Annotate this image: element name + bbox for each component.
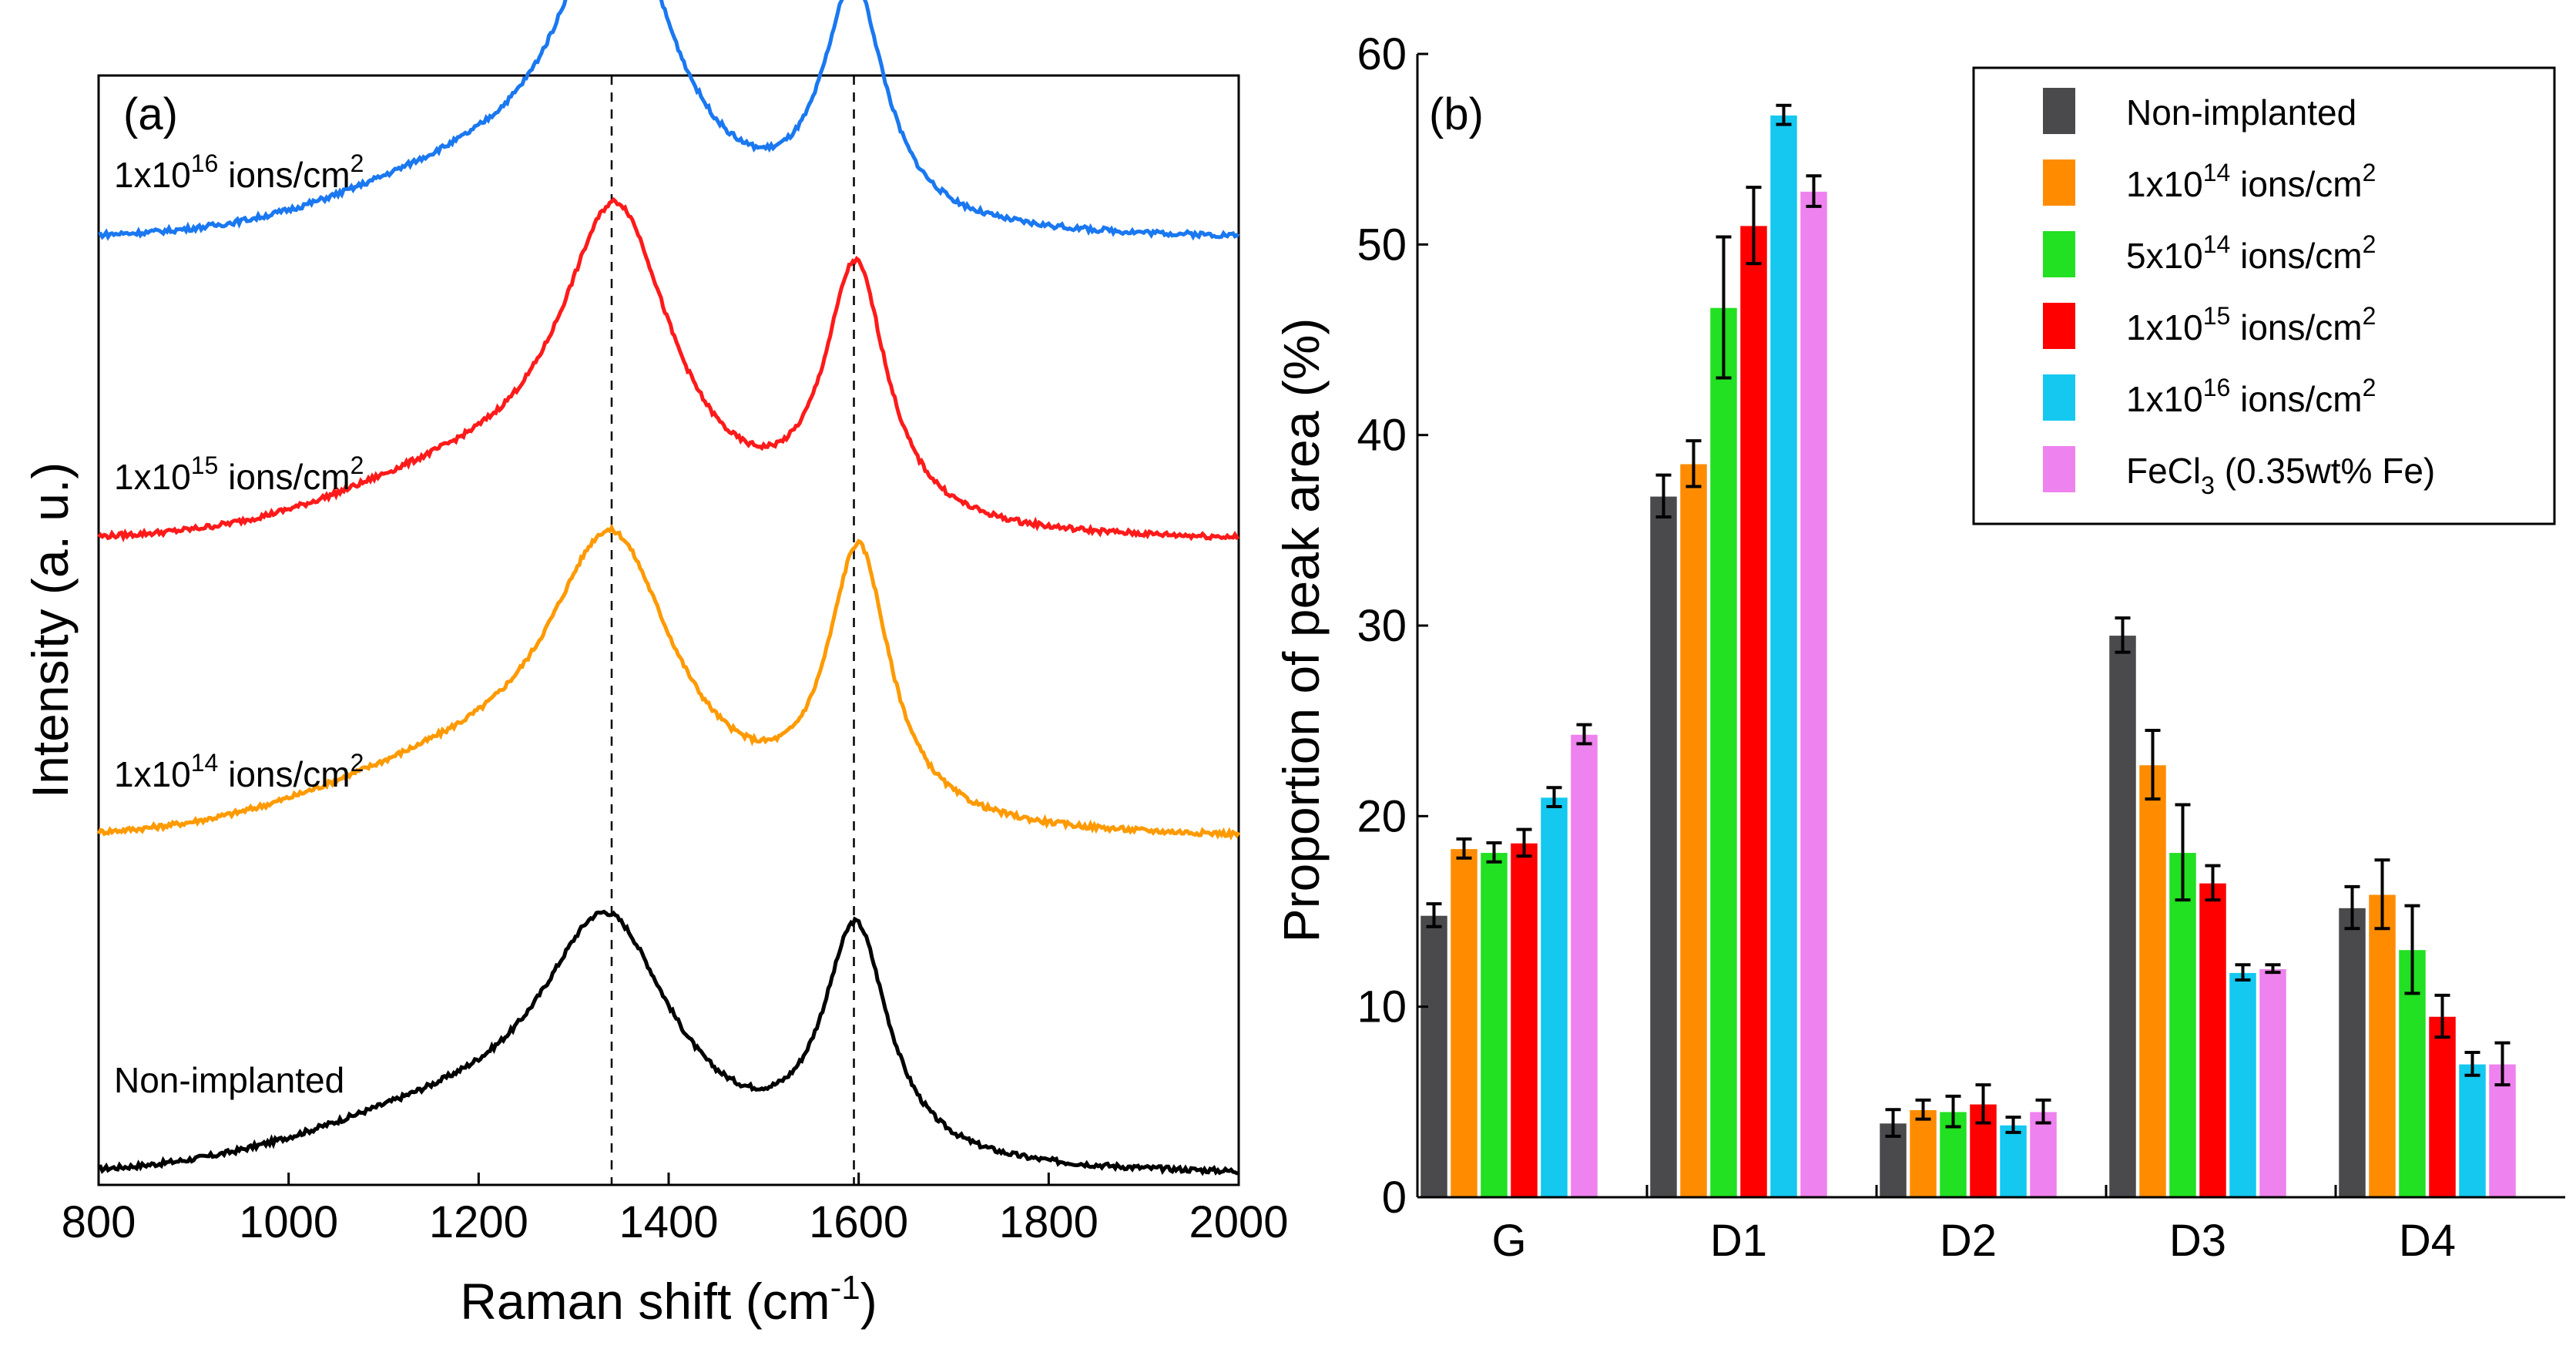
bar xyxy=(1679,463,1709,1198)
y-tick-label: 0 xyxy=(1382,1173,1407,1223)
y-tick-label: 20 xyxy=(1357,791,1407,841)
series-label: 1x1016 ions/cm2 xyxy=(114,149,364,195)
legend-swatch xyxy=(2043,231,2075,277)
spectrum-line xyxy=(98,0,1240,241)
panel-b-axes: 0 10 20 30 40 50 60 G D1 D2 D3 D4 xyxy=(1357,29,2565,1266)
bar xyxy=(2258,968,2288,1198)
spectrum-line xyxy=(97,196,1240,543)
bar xyxy=(1799,190,1829,1198)
legend-label: 1x1014 ions/cm2 xyxy=(2126,159,2376,204)
legend-label: 1x1016 ions/cm2 xyxy=(2126,374,2376,419)
x-tick-label: 1800 xyxy=(999,1197,1098,1247)
category-label: D3 xyxy=(2169,1216,2226,1266)
bar xyxy=(2108,634,2138,1198)
bar xyxy=(1479,851,1509,1198)
bar xyxy=(1539,796,1569,1198)
bar xyxy=(2337,907,2367,1198)
panel-a-x-ticks: 800 1000 1200 1400 1600 1800 2000 xyxy=(62,1173,1289,1247)
panel-b-legend: Non-implanted 1x1014 ions/cm2 5x1014 ions/… xyxy=(1972,66,2556,525)
legend-swatch xyxy=(2043,88,2075,134)
panel-a-label: (a) xyxy=(123,89,178,139)
panel-a-x-axis-label: Raman shift (cm-1) xyxy=(460,1269,877,1330)
bar xyxy=(2427,1015,2457,1198)
panel-a-y-axis-label: Intensity (a. u.) xyxy=(22,462,79,799)
series-label: 1x1015 ions/cm2 xyxy=(114,451,364,497)
legend-swatch xyxy=(2043,374,2075,421)
x-tick-label: 1400 xyxy=(619,1197,718,1247)
legend-label: Non-implanted xyxy=(2126,92,2356,133)
y-tick-label: 50 xyxy=(1357,220,1407,270)
bar xyxy=(1908,1109,1938,1198)
legend-swatch xyxy=(2043,303,2075,349)
x-tick-label: 1200 xyxy=(429,1197,528,1247)
y-tick-label: 60 xyxy=(1357,29,1407,79)
category-label: D2 xyxy=(1940,1216,1997,1266)
category-label: G xyxy=(1491,1216,1526,1266)
bar xyxy=(1449,847,1479,1198)
peak-area-panel: 0 10 20 30 40 50 60 G D1 D2 D3 D4 (b) Proportion of… xyxy=(1273,29,2565,1266)
bar xyxy=(1569,733,1599,1198)
panel-b-y-axis-label: Proportion of peak area (%) xyxy=(1273,318,1330,943)
category-label: D4 xyxy=(2399,1216,2456,1266)
bar xyxy=(1419,914,1449,1198)
bar xyxy=(2028,1110,2058,1198)
series-label: 1x1014 ions/cm2 xyxy=(114,749,364,794)
category-label: D1 xyxy=(1710,1216,1767,1266)
x-tick-label: 1600 xyxy=(809,1197,908,1247)
bar xyxy=(1509,842,1539,1198)
legend-label: FeCl3 (0.35wt% Fe) xyxy=(2126,451,2435,499)
x-tick-label: 2000 xyxy=(1189,1197,1288,1247)
panel-b-bars xyxy=(1419,103,2517,1198)
legend-label: 5x1014 ions/cm2 xyxy=(2126,230,2376,276)
x-tick-label: 1000 xyxy=(239,1197,338,1247)
bar xyxy=(1709,307,1739,1198)
bar xyxy=(2168,851,2198,1198)
bar xyxy=(2367,893,2397,1198)
series-label: Non-implanted xyxy=(114,1060,344,1100)
bar xyxy=(1769,114,1799,1198)
panel-a-series xyxy=(96,0,1241,1176)
y-tick-label: 30 xyxy=(1357,601,1407,651)
bar xyxy=(2198,882,2228,1198)
panel-a-reference-lines xyxy=(610,76,855,1185)
legend-swatch xyxy=(2043,159,2075,206)
panel-b-label: (b) xyxy=(1429,89,1484,139)
bar xyxy=(2228,971,2258,1198)
x-tick-label: 800 xyxy=(62,1197,136,1247)
bar xyxy=(1649,495,1679,1198)
raman-spectra-panel: 800 1000 1200 1400 1600 1800 2000 Non-implante… xyxy=(22,0,1289,1330)
bar xyxy=(2138,763,2168,1198)
spectrum-line xyxy=(96,523,1241,841)
panel-a-series-labels: Non-implanted 1x1014 ions/cm2 1x1015 ions/… xyxy=(114,149,364,1100)
y-tick-label: 10 xyxy=(1357,982,1407,1032)
spectrum-line xyxy=(98,909,1239,1176)
bar xyxy=(1739,224,1769,1198)
bar xyxy=(1998,1124,2028,1198)
bar xyxy=(2457,1063,2487,1198)
legend-swatch xyxy=(2043,446,2075,492)
y-tick-label: 40 xyxy=(1357,411,1407,461)
legend-label: 1x1015 ions/cm2 xyxy=(2126,302,2376,347)
